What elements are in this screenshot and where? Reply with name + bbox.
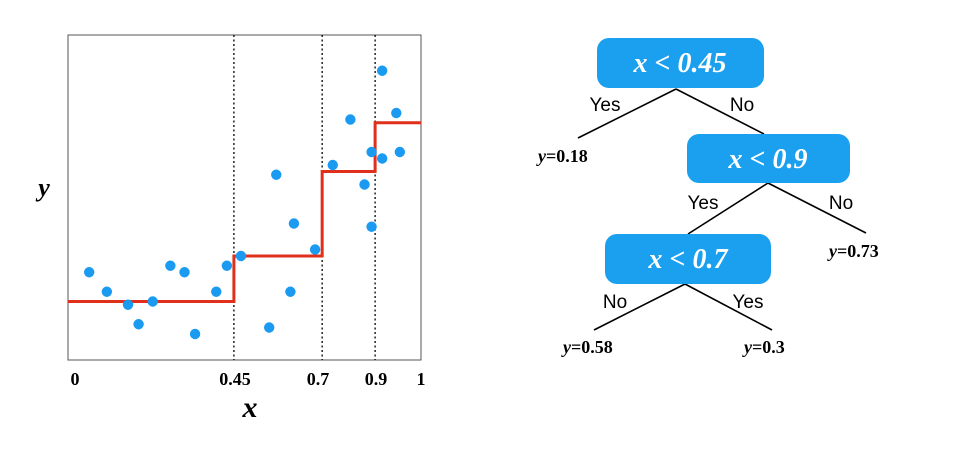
data-point xyxy=(366,146,377,158)
step-function-line xyxy=(68,121,421,303)
step-function xyxy=(68,121,421,303)
data-points xyxy=(83,65,406,340)
decision-tree: x < 0.45 Yes No y=0.18 x < 0.9 Yes No y=… xyxy=(536,38,879,357)
data-point xyxy=(345,114,356,125)
y-axis-label: y xyxy=(35,173,50,202)
edge-label-07-yes: Yes xyxy=(733,292,764,313)
leaf-y-073: y=0.73 xyxy=(827,241,879,261)
edge-label-07-no: No xyxy=(603,292,627,313)
node-root-label: x < 0.45 xyxy=(633,48,727,79)
data-point xyxy=(366,221,377,232)
data-point xyxy=(221,260,233,271)
node-x-lt-0-9-label: x < 0.9 xyxy=(728,144,808,175)
edge-root-no xyxy=(675,88,765,135)
edge-label-root-yes: Yes xyxy=(590,95,621,116)
data-point xyxy=(391,107,402,119)
x-tick-0-9: 0.9 xyxy=(365,369,388,389)
node-x-lt-0-9 xyxy=(687,134,850,183)
data-point xyxy=(376,153,388,164)
x-tick-0: 0 xyxy=(71,369,80,389)
edge-07-yes xyxy=(684,283,773,331)
edge-label-09-no: No xyxy=(829,193,853,214)
edge-09-no xyxy=(767,182,867,234)
data-point xyxy=(376,65,388,76)
edge-label-09-yes: Yes xyxy=(688,193,719,214)
data-point xyxy=(394,146,406,158)
regression-chart: 0 0.45 0.7 0.9 1 x y xyxy=(35,34,426,424)
x-tick-1: 1 xyxy=(417,369,426,389)
data-point xyxy=(285,286,296,297)
data-point xyxy=(235,250,247,262)
data-point xyxy=(288,218,300,229)
edge-root-yes xyxy=(577,88,677,139)
node-x-lt-0-7 xyxy=(605,234,771,284)
data-point xyxy=(147,296,158,307)
data-point xyxy=(264,322,275,333)
x-axis-label: x xyxy=(242,391,258,424)
edge-07-no xyxy=(593,283,686,331)
x-tick-0-45: 0.45 xyxy=(219,369,251,389)
data-point xyxy=(309,244,321,255)
data-point xyxy=(122,299,134,310)
plot-frame xyxy=(67,34,422,361)
leaf-y-018: y=0.18 xyxy=(536,146,588,166)
data-point xyxy=(133,319,144,330)
leaf-y-058: y=0.58 xyxy=(561,337,613,357)
data-point xyxy=(189,328,201,340)
data-point xyxy=(271,169,282,180)
data-point xyxy=(211,286,222,297)
data-point xyxy=(179,267,190,278)
data-point xyxy=(101,286,113,297)
x-tick-0-7: 0.7 xyxy=(307,369,330,389)
edge-label-root-no: No xyxy=(730,95,754,116)
data-point xyxy=(83,267,95,278)
leaf-y-03: y=0.3 xyxy=(742,337,785,357)
data-point xyxy=(359,179,370,190)
node-x-lt-0-7-label: x < 0.7 xyxy=(648,244,729,275)
node-root xyxy=(597,38,764,88)
data-point xyxy=(165,260,176,271)
edge-09-yes xyxy=(687,182,769,235)
data-point xyxy=(327,159,338,171)
